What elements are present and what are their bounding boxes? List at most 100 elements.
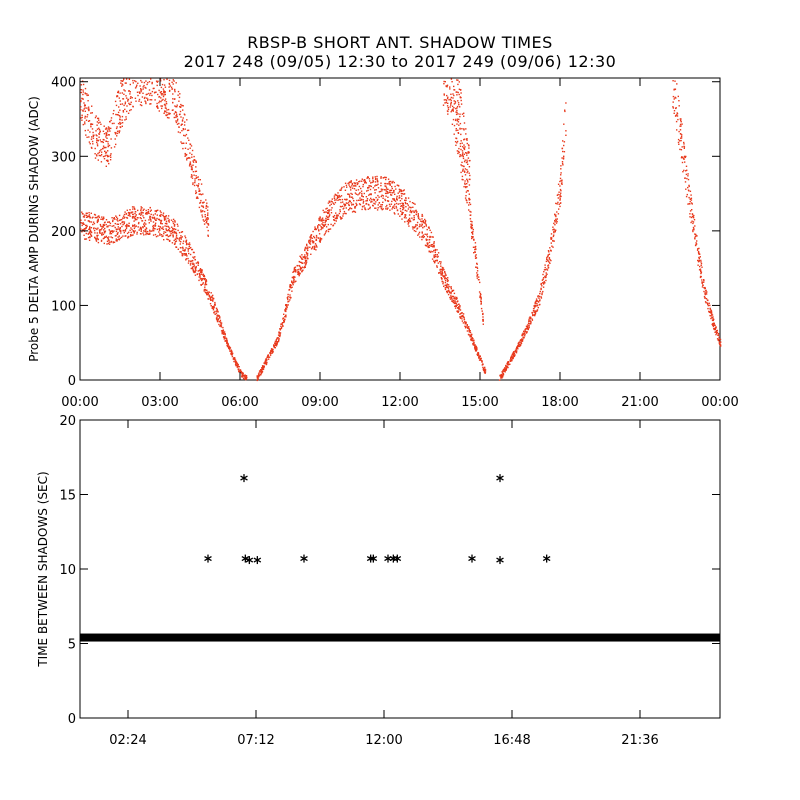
top-data-point (456, 304, 458, 306)
top-data-point (372, 180, 374, 182)
top-data-point (205, 280, 207, 282)
top-data-point (502, 370, 505, 372)
top-data-point (440, 272, 442, 275)
top-data-point (287, 301, 289, 303)
top-data-point (330, 203, 332, 205)
top-data-point (108, 243, 111, 245)
top-data-point (98, 129, 101, 131)
top-data-point (132, 82, 134, 84)
top-data-point (201, 216, 204, 218)
top-data-point (342, 215, 344, 217)
top-data-point (139, 226, 142, 229)
top-data-point (332, 225, 334, 227)
top-data-point (160, 100, 162, 103)
top-data-point (216, 316, 218, 318)
top-data-point (315, 236, 318, 238)
top-data-point (98, 119, 100, 121)
top-data-point (470, 227, 473, 230)
top-data-point (440, 261, 442, 263)
top-data-point (214, 313, 216, 315)
top-data-point (411, 226, 414, 228)
top-data-point (413, 215, 415, 217)
top-data-point (548, 258, 551, 260)
top-data-point (453, 292, 456, 295)
top-data-point (209, 303, 212, 305)
top-data-point (135, 214, 137, 216)
top-data-point (472, 233, 474, 235)
top-data-point (325, 217, 327, 220)
top-data-point (528, 320, 530, 323)
top-data-point (196, 273, 199, 275)
top-data-point (164, 110, 166, 112)
top-data-point (120, 122, 122, 124)
top-data-point (437, 255, 439, 258)
top-data-point (325, 208, 327, 210)
top-data-point (134, 230, 136, 232)
top-data-point (109, 224, 111, 227)
top-data-point (718, 338, 720, 341)
top-data-point (93, 222, 96, 225)
top-data-point (113, 241, 116, 243)
top-data-point (537, 301, 540, 303)
top-data-point (380, 182, 382, 184)
top-data-point (552, 239, 554, 242)
top-data-point (200, 278, 202, 280)
top-data-point (387, 200, 389, 202)
top-data-point (176, 223, 179, 225)
top-data-point (445, 101, 447, 104)
top-data-point (135, 80, 137, 83)
top-data-point (444, 81, 446, 83)
top-data-point (158, 110, 160, 112)
top-data-point (294, 281, 296, 283)
top-data-point (224, 334, 226, 336)
top-data-point (556, 211, 558, 213)
top-data-point (195, 161, 197, 163)
top-data-point (211, 295, 213, 298)
top-data-point (440, 274, 442, 276)
top-data-point (165, 225, 168, 228)
top-data-point (294, 276, 296, 278)
top-data-point (315, 249, 317, 251)
x-tick-label: 07:12 (237, 733, 274, 748)
top-data-point (416, 221, 419, 224)
top-data-point (381, 194, 383, 196)
top-data-point (349, 185, 351, 188)
top-data-point (173, 230, 176, 233)
top-data-point (402, 212, 404, 214)
top-data-point (171, 226, 173, 228)
top-data-point (132, 208, 134, 210)
top-data-point (94, 214, 97, 216)
top-data-point (697, 261, 700, 263)
top-data-point (114, 222, 116, 225)
top-data-point (678, 100, 680, 102)
top-data-point (403, 193, 405, 195)
top-data-point (701, 282, 703, 284)
top-data-point (173, 116, 175, 119)
top-data-point (374, 181, 377, 183)
top-data-point (716, 331, 719, 334)
top-data-point (452, 289, 455, 292)
top-data-point (205, 204, 208, 207)
top-data-point (117, 238, 120, 240)
top-data-point (532, 310, 535, 312)
top-data-point (448, 99, 450, 101)
top-data-point (536, 303, 538, 305)
top-data-point (131, 206, 134, 208)
top-data-point (560, 172, 562, 174)
top-data-point (373, 202, 375, 205)
top-data-point (463, 122, 466, 124)
top-data-point (116, 239, 118, 241)
top-data-point (167, 238, 169, 241)
top-data-point (349, 196, 351, 198)
top-data-point (194, 170, 197, 173)
top-data-point (90, 138, 93, 140)
top-data-point (450, 96, 453, 99)
top-data-point (367, 187, 369, 189)
top-data-point (226, 341, 228, 343)
top-data-point (298, 272, 300, 274)
top-data-point (175, 238, 177, 240)
top-data-point (136, 233, 138, 235)
top-data-point (177, 229, 179, 232)
top-data-point (525, 325, 528, 327)
top-data-point (448, 289, 450, 291)
